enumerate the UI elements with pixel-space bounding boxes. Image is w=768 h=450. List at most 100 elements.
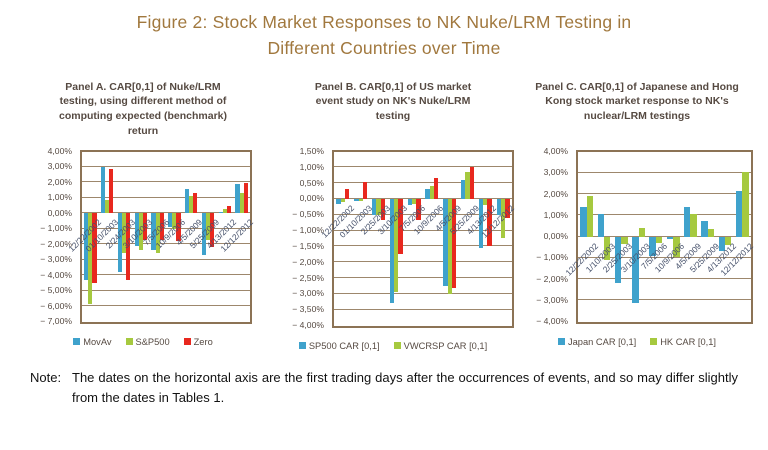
panel-b-chart: 1,50% 1,00% 0,50% 0,00% − 0,50% − 1,00% − 1,50… xyxy=(284,146,516,330)
bar-Zero xyxy=(92,213,97,283)
y-tick-label: 4,00% xyxy=(47,146,72,156)
gridline xyxy=(82,165,250,167)
gridline xyxy=(334,166,512,168)
bar-Japan CAR [0,1] xyxy=(666,236,674,239)
bar-S&P500 xyxy=(205,213,211,241)
bar-SP500 CAR [0,1] xyxy=(371,198,377,215)
figure-note: Note: The dates on the horizontal axis a… xyxy=(30,368,738,410)
bar-MovAv xyxy=(235,183,240,214)
bar-S&P500 xyxy=(121,213,127,254)
y-tick-label: 0,50% xyxy=(299,177,324,188)
bar-Japan CAR [0,1] xyxy=(580,206,587,237)
bar-Zero xyxy=(176,213,181,242)
gridline xyxy=(334,229,512,231)
gridline xyxy=(82,243,250,245)
bar-series-2 xyxy=(451,198,457,288)
y-tick-label: 3,00% xyxy=(47,161,72,172)
bar-Zero xyxy=(126,213,131,280)
y-tick-label: 4,00% xyxy=(543,146,568,156)
panel-a-title: Panel A. CAR[0,1] of Nuke/LRM testing, u… xyxy=(58,80,228,138)
legend-item: MovAv xyxy=(73,337,112,347)
y-tick-label: − 4,00% xyxy=(536,316,568,326)
gridline xyxy=(82,274,250,276)
gridline xyxy=(334,213,512,215)
bar-S&P500 xyxy=(172,213,177,229)
panel-c-title: Panel C. CAR[0,1] of Japanese and Hong K… xyxy=(535,80,739,123)
legend-label: HK CAR [0,1] xyxy=(660,336,717,347)
bar-SP500 CAR [0,1] xyxy=(407,198,412,206)
bar-series-2 xyxy=(434,178,439,199)
panel-b-title: Panel B. CAR[0,1] of US market event stu… xyxy=(314,80,472,123)
gridline xyxy=(334,308,512,310)
bar-MovAv xyxy=(201,213,206,256)
bar-S&P500 xyxy=(138,213,143,250)
figure-title: Figure 2: Stock Market Responses to NK N… xyxy=(0,9,768,62)
bar-Japan CAR [0,1] xyxy=(718,236,726,252)
bar-Zero xyxy=(226,205,231,214)
legend-swatch xyxy=(298,342,306,349)
bar-Japan CAR [0,1] xyxy=(614,236,622,284)
legend-item: Zero xyxy=(183,336,213,347)
panel-a-legend: MovAv S&P500 Zero xyxy=(28,337,258,347)
y-tick-label: − 3,00% xyxy=(40,254,72,265)
y-tick-label: − 4,00% xyxy=(292,320,324,330)
bar-VWCRSP CAR [0,1] xyxy=(394,198,399,293)
bar-VWCRSP CAR [0,1] xyxy=(340,198,346,203)
gridline xyxy=(334,277,512,279)
gridline xyxy=(82,258,250,260)
bar-Zero xyxy=(193,193,198,214)
bar-S&P500 xyxy=(239,193,244,214)
y-tick-label: 1,00% xyxy=(299,161,324,172)
panel-c-chart: 4,00% 3,00% 2,00% 1,00% 0,00% − 1,00% − 2,00% −… xyxy=(528,146,755,326)
y-tick-label: − 3,50% xyxy=(292,304,324,315)
y-tick-label: − 0,50% xyxy=(292,209,324,220)
y-tick-label: − 4,00% xyxy=(40,269,72,280)
bar-HK CAR [0,1] xyxy=(725,236,732,245)
bar-VWCRSP CAR [0,1] xyxy=(376,198,381,215)
y-tick-label: − 2,00% xyxy=(292,256,324,267)
y-tick-label: 2,00% xyxy=(47,176,72,187)
gridline xyxy=(578,214,751,216)
y-tick-label: 0,00% xyxy=(299,193,324,204)
plot-area: 12/22/2002 1/10/2003 2/25/2003 3/10/2003 7/5… xyxy=(563,149,755,324)
y-tick-label: 3,00% xyxy=(543,167,568,178)
y-tick-label: 1,00% xyxy=(47,192,72,203)
y-tick-label: 0,00% xyxy=(543,231,568,241)
bar-SP500 CAR [0,1] xyxy=(478,198,484,248)
y-tick-label: − 2,00% xyxy=(40,238,72,249)
bar-Japan CAR [0,1] xyxy=(632,236,639,304)
bar-S&P500 xyxy=(155,213,160,254)
gridline xyxy=(82,181,250,183)
bar-VWCRSP CAR [0,1] xyxy=(411,198,417,204)
panel-c: Panel C. CAR[0,1] of Japanese and Hong K… xyxy=(528,80,755,351)
gridline xyxy=(578,171,751,173)
bar-Zero xyxy=(243,183,248,214)
legend-swatch xyxy=(73,338,81,345)
legend-label: Japan CAR [0,1] xyxy=(567,336,637,347)
plot-area: 12/22/2002 01/10/2003 2/24/2003 3/10/2003 7/… xyxy=(67,149,255,324)
gridline xyxy=(82,196,250,198)
legend-label: Zero xyxy=(193,336,213,347)
bar-series-2 xyxy=(505,198,510,218)
note-label: Note: xyxy=(30,369,62,385)
panels-row: Panel A. CAR[0,1] of Nuke/LRM testing, u… xyxy=(28,80,768,351)
legend-item: SP500 CAR [0,1] xyxy=(298,341,380,351)
y-tick-label: − 1,00% xyxy=(40,223,72,234)
bar-Japan CAR [0,1] xyxy=(649,236,656,256)
bar-series-2 xyxy=(487,198,492,247)
bar-S&P500 xyxy=(189,195,194,214)
bar-S&P500 xyxy=(105,200,110,214)
y-tick-label: 1,50% xyxy=(299,146,324,156)
figure-title-line1: Figure 2: Stock Market Responses to NK N… xyxy=(136,12,632,32)
bar-SP500 CAR [0,1] xyxy=(443,198,448,286)
y-tick-label: − 2,50% xyxy=(292,272,324,283)
legend-item: S&P500 xyxy=(125,337,170,347)
y-tick-label: − 1,00% xyxy=(292,225,324,236)
bar-HK CAR [0,1] xyxy=(638,228,645,237)
bar-MovAv xyxy=(134,213,139,246)
gridline xyxy=(578,299,751,301)
bar-HK CAR [0,1] xyxy=(603,236,611,260)
bar-MovAv xyxy=(100,166,106,214)
y-tick-label: − 1,00% xyxy=(536,252,568,263)
legend-swatch xyxy=(125,338,133,345)
